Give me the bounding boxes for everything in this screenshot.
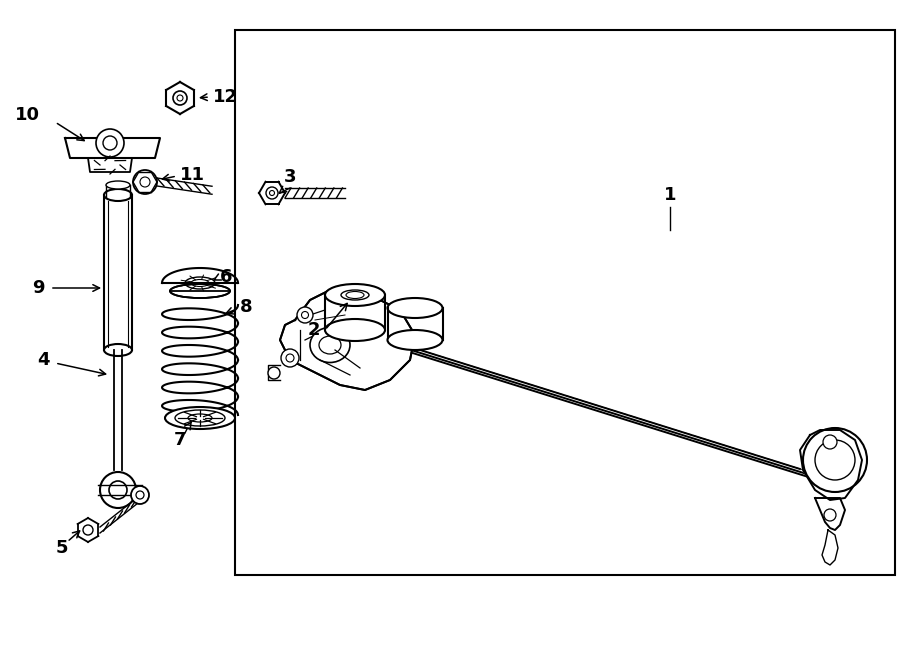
Ellipse shape — [165, 407, 235, 429]
Circle shape — [297, 307, 313, 323]
Ellipse shape — [170, 284, 230, 298]
Circle shape — [96, 129, 124, 157]
Polygon shape — [280, 290, 415, 390]
Ellipse shape — [325, 319, 385, 341]
Circle shape — [133, 170, 157, 194]
Text: 9: 9 — [32, 279, 45, 297]
Circle shape — [823, 435, 837, 449]
Text: 10: 10 — [15, 106, 40, 124]
Polygon shape — [114, 350, 122, 470]
Ellipse shape — [104, 189, 132, 201]
Text: 6: 6 — [220, 268, 232, 286]
Ellipse shape — [106, 181, 130, 189]
Circle shape — [268, 367, 280, 379]
Polygon shape — [65, 138, 160, 158]
Text: 4: 4 — [38, 351, 50, 369]
Circle shape — [266, 187, 278, 199]
Text: 3: 3 — [284, 168, 296, 186]
Circle shape — [824, 509, 836, 521]
Text: 2: 2 — [308, 321, 320, 339]
Ellipse shape — [388, 330, 443, 350]
Polygon shape — [88, 158, 132, 172]
Circle shape — [173, 91, 187, 105]
Polygon shape — [815, 498, 845, 530]
Bar — [235, 30, 895, 575]
Text: 8: 8 — [240, 298, 253, 316]
Circle shape — [281, 349, 299, 367]
Ellipse shape — [104, 344, 132, 356]
Text: 1: 1 — [664, 186, 676, 204]
Polygon shape — [800, 430, 862, 500]
Text: 12: 12 — [213, 88, 238, 106]
Text: 5: 5 — [56, 539, 68, 557]
Text: 11: 11 — [180, 166, 205, 184]
Ellipse shape — [388, 298, 443, 318]
Circle shape — [83, 525, 93, 535]
Circle shape — [100, 472, 136, 508]
Ellipse shape — [310, 328, 350, 363]
Polygon shape — [104, 195, 132, 350]
Circle shape — [803, 428, 867, 492]
Text: 7: 7 — [174, 431, 186, 449]
Circle shape — [131, 486, 149, 504]
Ellipse shape — [325, 284, 385, 306]
